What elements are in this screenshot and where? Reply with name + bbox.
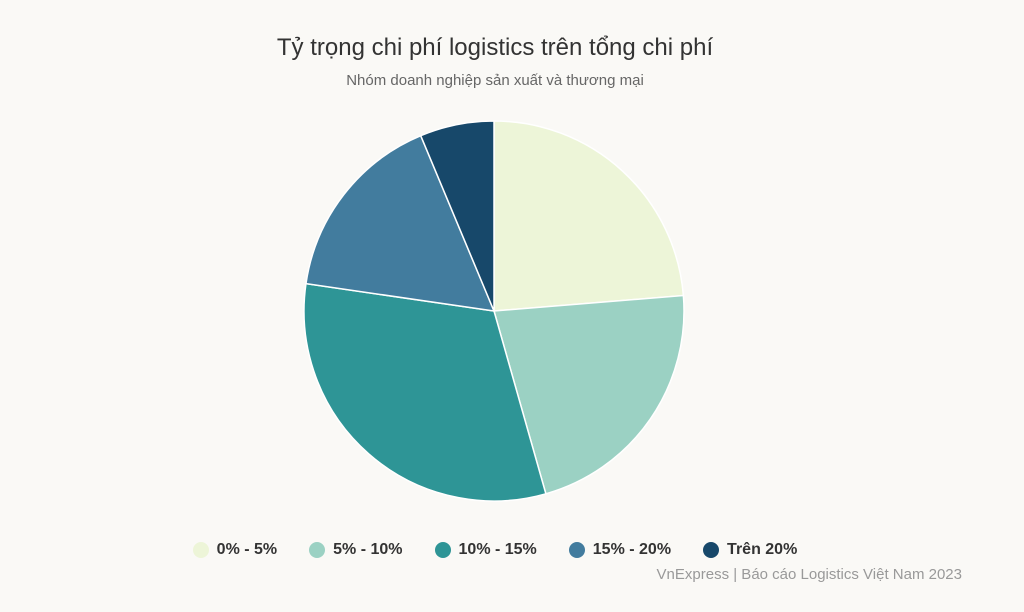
legend-item-0[interactable]: 0% - 5% [192,541,278,559]
pie-slice-3[interactable] [305,134,496,312]
pie-slice-4[interactable] [419,120,495,312]
legend-item-2[interactable]: 10% - 15% [434,541,537,559]
legend-label-0: 0% - 5% [216,541,278,558]
legend-swatch-2 [434,542,451,558]
pie-slice-2[interactable] [303,282,547,502]
legend-label-3: 15% - 20% [592,541,672,558]
legend-swatch-3 [568,542,585,558]
legend-label-4: Trên 20% [727,541,798,558]
legend-item-4[interactable]: Trên 20% [703,541,797,559]
chart-subtitle: Nhóm doanh nghiệp sản xuất và thương mại [346,72,644,89]
legend-item-3[interactable]: 15% - 20% [568,541,672,559]
pie-slice-1[interactable] [493,294,685,495]
chart-legend: 0% - 5% 5% - 10% 10% - 15% 15% - 20% Trên 20… [0,541,990,559]
credits: VnExpress | Báo cáo Logistics Việt Nam 2… [656,566,962,583]
legend-item-1[interactable]: 5% - 10% [309,541,403,559]
legend-label-1: 5% - 10% [333,541,403,558]
legend-swatch-1 [309,542,326,558]
legend-label-2: 10% - 15% [458,541,537,558]
legend-swatch-0 [192,542,209,558]
pie-slice-0[interactable] [493,120,685,312]
chart-title: Tỷ trọng chi phí logistics trên tổng chi… [276,34,714,61]
legend-swatch-4 [703,542,720,558]
